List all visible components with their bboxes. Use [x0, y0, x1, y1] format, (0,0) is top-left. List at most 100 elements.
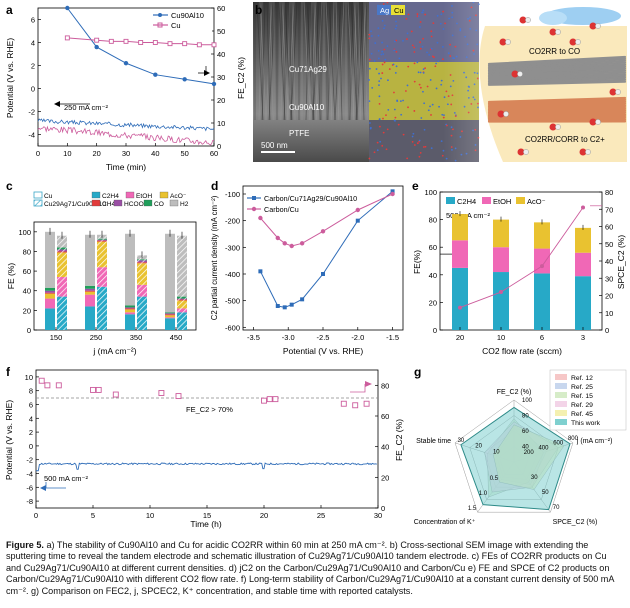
sem-streak [357, 2, 362, 121]
bar-hatch [177, 312, 187, 330]
sem-streak [363, 2, 368, 121]
legend-swatch [143, 199, 153, 207]
eds-dot [369, 127, 372, 130]
fe-point-cu [138, 40, 144, 45]
legend-label-cu: Cu [394, 6, 404, 15]
bar-hatch [177, 298, 187, 300]
eds-dot [431, 55, 434, 58]
eds-dot [411, 135, 414, 138]
eds-dot [413, 62, 416, 65]
y-axis-label: FE (%) [6, 263, 16, 290]
sem-streak [356, 2, 364, 121]
eds-dot [419, 86, 422, 89]
eds-dot [382, 131, 385, 134]
legend: Carbon/Cu71Ag29/Cu90Al10 Carbon/Cu [247, 194, 357, 214]
series-point-tandem [282, 305, 287, 310]
eds-dot [377, 49, 380, 52]
series-point-cu [320, 229, 326, 234]
series-point-tandem [390, 189, 395, 194]
eds-dot [368, 58, 371, 61]
bar-segment [575, 227, 591, 253]
eds-dot [422, 71, 425, 74]
eds-dot [411, 44, 414, 47]
sem-streak [310, 2, 315, 121]
eds-dot [381, 72, 384, 74]
fe-point-cual [153, 72, 158, 77]
eds-dot [406, 32, 409, 35]
y-tick-label: 0 [27, 326, 31, 335]
eds-dot [429, 105, 431, 108]
eds-dot [436, 14, 439, 17]
radar-axis-label: FE_C2 (%) [497, 389, 532, 396]
sem-streak [278, 2, 286, 121]
fiber-ag [487, 76, 627, 83]
eds-dot [381, 63, 384, 66]
eds-dot [383, 24, 386, 27]
eds-dot [419, 41, 422, 44]
eds-dot [368, 33, 371, 36]
sem-streak [335, 2, 340, 121]
radar-tick-label: 400 [538, 445, 549, 451]
bar-hatch [177, 296, 187, 299]
bar-segment [575, 252, 591, 277]
layer-label-cuag: Cu71Ag29 [289, 65, 327, 74]
sem-streak [287, 2, 295, 121]
fe-point-cual [94, 44, 99, 50]
x-tick-label: 30 [122, 149, 130, 158]
molecule-icon [579, 148, 587, 156]
y-tick-label: 20 [217, 96, 225, 105]
molecule-icon [517, 148, 525, 156]
legend-marker [251, 206, 257, 212]
eds-dot [378, 95, 381, 98]
x-tick-label: 60 [210, 149, 218, 158]
y-tick-label: 0 [381, 504, 385, 513]
bar-segment [45, 231, 55, 288]
eds-dot [435, 87, 438, 90]
eds-dot [440, 79, 443, 82]
legend-label: Ref. 15 [571, 393, 593, 400]
eds-dot [386, 128, 389, 131]
y-tick-label: 40 [605, 257, 613, 266]
legend-label: EtOH [136, 193, 152, 200]
panel-d: d Carbon/Cu71Ag29/Cu90Al10 Carbon/Cu -3.… [210, 179, 404, 356]
fe-point-cu [196, 42, 202, 48]
y-tick-label: 0 [29, 442, 33, 451]
y-tick-label: 60 [381, 412, 389, 421]
eds-dot [437, 60, 440, 63]
x-tick-label: 10 [497, 333, 505, 342]
axis-ticks: -3.5 -3.0 -2.5 -2.0 -1.5 -600 -500 -400 -300 -200… [225, 190, 399, 342]
caption-label: Figure 5. [6, 540, 44, 550]
molecule-icon [497, 110, 505, 118]
eds-dot [419, 151, 422, 154]
y-tick-label: 2 [29, 428, 33, 437]
bar-segment [125, 314, 135, 330]
x-axis-label: Potential (V vs. RHE) [283, 346, 363, 356]
y-tick-label: 100 [18, 228, 31, 237]
legend-swatch [113, 199, 123, 207]
eds-dot [402, 133, 405, 136]
eds-dot [388, 68, 391, 70]
x-tick-label: 0 [34, 511, 38, 520]
fe-point-cual [211, 81, 217, 87]
panel-letter: e [412, 179, 419, 193]
eds-dot [407, 106, 409, 109]
y-tick-label: 60 [217, 4, 225, 13]
bar-segment [85, 234, 95, 286]
axis-ticks: 0 20 40 60 80 100 0 10 20 30 40 50 60 70 80 [424, 188, 613, 335]
eds-dot [378, 84, 380, 87]
legend-label: AcO⁻ [170, 193, 187, 200]
eds-dot [393, 119, 396, 122]
bar-hatch [177, 299, 187, 301]
label-co2rr-c2: CO2RR/CORR to C2+ [525, 135, 605, 144]
legend-label: Ref. 25 [571, 384, 593, 391]
legend-swatch [482, 197, 491, 204]
panel-letter: d [211, 179, 218, 193]
y-tick-label: -2 [28, 108, 35, 117]
y-tick-label: 0 [217, 142, 221, 151]
eds-dot [371, 35, 373, 37]
radar-tick-label: 600 [553, 441, 564, 447]
x-tick-label: 3 [581, 333, 585, 342]
panel-letter: c [6, 179, 13, 193]
